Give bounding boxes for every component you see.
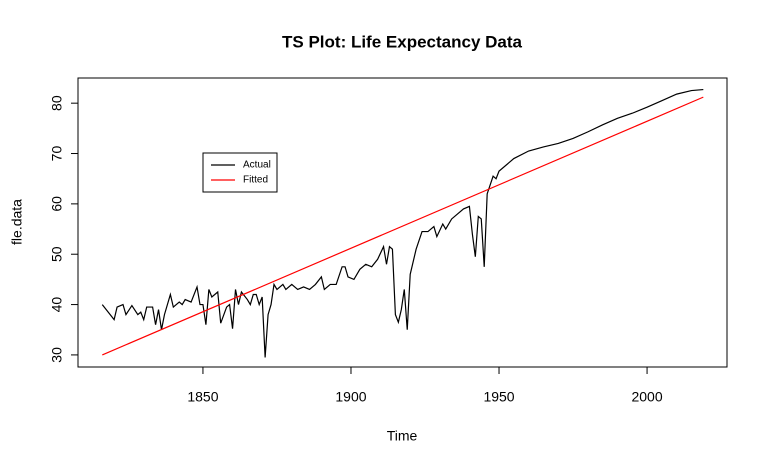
x-tick-label: 1950 bbox=[483, 389, 514, 405]
y-tick-label: 50 bbox=[49, 246, 65, 262]
x-tick-label: 1850 bbox=[187, 389, 218, 405]
legend-label: Actual bbox=[243, 160, 271, 171]
legend-label: Fitted bbox=[243, 175, 268, 186]
y-tick-label: 30 bbox=[49, 347, 65, 363]
y-tick-label: 70 bbox=[49, 146, 65, 162]
x-tick-label: 2000 bbox=[631, 389, 662, 405]
y-tick-label: 80 bbox=[49, 95, 65, 111]
data-line bbox=[101, 88, 704, 358]
y-tick-label: 40 bbox=[49, 297, 65, 313]
chart-title: TS Plot: Life Expectancy Data bbox=[282, 32, 522, 51]
y-tick-label: 60 bbox=[49, 196, 65, 212]
x-axis-label: Time bbox=[387, 428, 418, 444]
y-axis-label: fle.data bbox=[9, 199, 25, 245]
x-tick-label: 1900 bbox=[335, 389, 366, 405]
data-line bbox=[102, 96, 704, 356]
legend-box bbox=[202, 152, 278, 193]
